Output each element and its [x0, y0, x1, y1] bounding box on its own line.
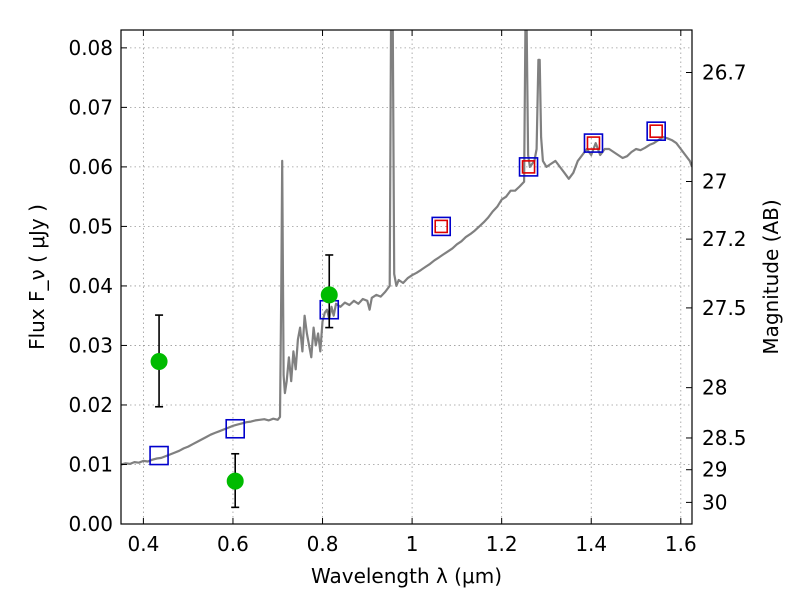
x-tick-label: 0.8 [307, 532, 339, 556]
plot-frame [120, 29, 693, 525]
x-tick-label: 0.6 [217, 532, 249, 556]
right-tick-label: 29 [702, 458, 727, 482]
x-tick-label: 1.6 [665, 532, 697, 556]
detection-point [150, 353, 168, 371]
y-tick-labels: 0.00 0.01 0.02 0.03 0.04 0.05 0.06 0.07 0.08 [68, 36, 113, 536]
observed-square-marker [649, 124, 663, 138]
observed-square-marker [434, 219, 449, 234]
model-square-marker [583, 133, 604, 153]
right-axis-title: Magnitude (AB) [759, 199, 783, 354]
y-tick-label: 0.06 [68, 155, 113, 179]
right-tick-label: 28 [702, 376, 727, 400]
right-tick-label: 27.2 [702, 227, 747, 251]
x-tick-label: 1 [406, 532, 419, 556]
y-tick-label: 0.01 [68, 452, 113, 476]
y-tick-label: 0.07 [68, 95, 113, 119]
x-tick-label: 0.4 [127, 532, 159, 556]
grid-lines [121, 30, 692, 525]
x-tick-labels: 0.4 0.6 0.8 1 1.2 1.4 1.6 [127, 532, 696, 556]
right-tick-label: 27.5 [702, 296, 747, 320]
model-square-marker [646, 121, 666, 141]
model-square-marker [518, 157, 539, 177]
y-tick-label: 0.03 [68, 333, 113, 357]
axis-ticks [121, 30, 692, 525]
right-tick-label: 28.5 [702, 426, 747, 450]
y-axis-title: Flux F_ν ( μJy ) [25, 204, 49, 350]
model-square-marker [225, 418, 245, 439]
right-axis-labels: 26.7 27 27.2 27.5 28 28.5 29 30 [702, 61, 747, 515]
x-tick-label: 1.4 [575, 532, 607, 556]
plot-area [121, 30, 692, 509]
right-tick-label: 30 [702, 490, 727, 514]
y-tick-label: 0.05 [68, 214, 113, 238]
right-tick-label: 27 [702, 170, 727, 194]
y-tick-label: 0.02 [68, 393, 113, 417]
model-square-marker [431, 216, 452, 237]
spectrum-line [121, 30, 692, 466]
right-tick-label: 26.7 [702, 61, 747, 85]
x-axis-title: Wavelength λ (μm) [311, 564, 502, 588]
y-tick-label: 0.00 [68, 512, 113, 536]
y-tick-label: 0.08 [68, 36, 113, 60]
detection-point [320, 286, 338, 304]
y-tick-label: 0.04 [68, 274, 113, 298]
observed-square-marker [586, 136, 601, 150]
observed-square-marker [521, 160, 536, 174]
x-tick-label: 1.2 [486, 532, 518, 556]
detection-point [226, 472, 244, 490]
model-square-marker [149, 445, 169, 466]
